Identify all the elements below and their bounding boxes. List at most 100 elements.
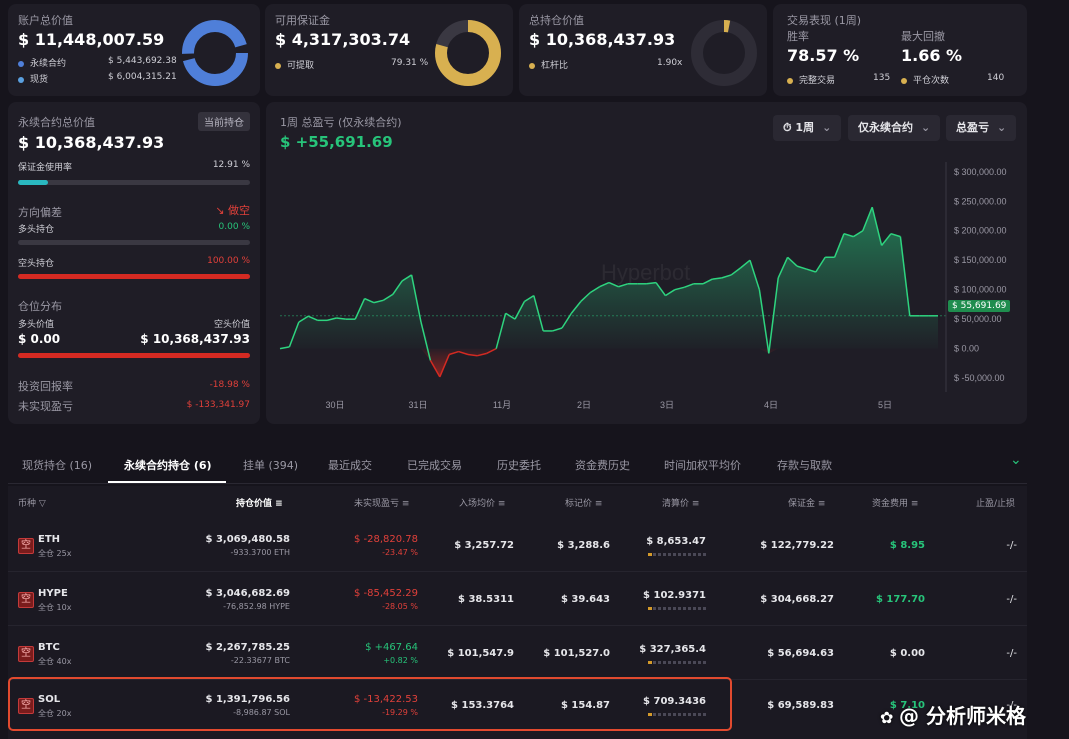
- tpsl-value[interactable]: -/-: [1006, 700, 1017, 711]
- position-value: $ 1,391,796.56: [205, 694, 290, 705]
- margin-value: $ 69,589.83: [767, 700, 834, 711]
- upnl-pct: -19.29 %: [382, 708, 418, 717]
- sort-icon: ≡: [399, 499, 410, 509]
- col-mark[interactable]: 标记价 ≡: [565, 499, 603, 509]
- coin-name[interactable]: HYPE: [38, 588, 68, 599]
- sort-icon: ≡: [495, 499, 506, 509]
- x-tick-label: 31日: [408, 400, 427, 410]
- tpsl-value[interactable]: -/-: [1006, 540, 1017, 551]
- tab-deposits-withdrawals[interactable]: 存款与取款: [777, 459, 832, 472]
- col-liq[interactable]: 清算价 ≡: [662, 499, 700, 509]
- col-value[interactable]: 持仓价值 ≡: [236, 499, 283, 509]
- total-position-label: 总持仓价值: [529, 14, 584, 27]
- col-tpsl: 止盈/止损: [976, 499, 1016, 509]
- entry-price: $ 101,547.9: [447, 648, 514, 659]
- tab-funding-history[interactable]: 资金费历史: [575, 459, 630, 472]
- tab-perp-positions[interactable]: 永续合约持仓 (6): [124, 459, 212, 472]
- margin-value: $ 304,668.27: [760, 594, 834, 605]
- account-total-value: $ 11,448,007.59: [18, 30, 165, 49]
- col-margin[interactable]: 保证金 ≡: [788, 499, 826, 509]
- pnl-line-segment: [495, 313, 507, 349]
- coin-name[interactable]: SOL: [38, 694, 61, 705]
- completed-trades: 完整交易: [787, 73, 835, 86]
- col-coin[interactable]: 币种 ▽: [18, 499, 46, 509]
- pnl-line-segment: [458, 350, 469, 356]
- sort-icon: ≡: [592, 499, 603, 509]
- tpsl-value[interactable]: -/-: [1006, 648, 1017, 659]
- pnl-line-segment: [674, 286, 685, 291]
- pnl-line-segment: [288, 321, 300, 348]
- margin-value: $ 122,779.22: [760, 540, 834, 551]
- withdrawable-item: 可提取: [275, 58, 314, 71]
- total-position-value: $ 10,368,437.93: [529, 30, 676, 49]
- tab-spot-positions[interactable]: 现货持仓 (16): [22, 459, 93, 472]
- tab-completed-trades[interactable]: 已完成交易: [407, 459, 462, 472]
- liquidation-distance-bar: [648, 607, 706, 610]
- max-drawdown-value: 1.66 %: [901, 46, 963, 65]
- coin-name[interactable]: BTC: [38, 642, 60, 653]
- col-entry[interactable]: 入场均价 ≡: [459, 499, 506, 509]
- chevron-down-icon: ⌄: [921, 121, 931, 134]
- short-side-tag: 空: [18, 698, 34, 714]
- x-tick-label: 11月: [493, 400, 511, 410]
- entry-price: $ 38.5311: [458, 594, 514, 605]
- short-val-label: 空头价值: [213, 320, 250, 330]
- pnl-chart-value: $ +55,691.69: [280, 133, 393, 151]
- margin-donut-chart: [435, 20, 501, 86]
- trend-down-icon: ↘: [215, 204, 228, 217]
- tpsl-value[interactable]: -/-: [1006, 594, 1017, 605]
- perp-panel: 永续合约总价值 当前持仓 $ 10,368,437.93 保证金使用率 12.9…: [8, 102, 260, 424]
- col-funding[interactable]: 资金费用 ≡: [872, 499, 919, 509]
- tab-twap[interactable]: 时间加权平均价: [664, 459, 741, 472]
- legend-dot-icon: [901, 77, 907, 84]
- row-divider: [8, 679, 1027, 680]
- y-tick-label: $ 0.00: [954, 344, 979, 354]
- margin-usage-fill: [18, 180, 48, 185]
- tab-order-history[interactable]: 历史委托: [497, 459, 541, 472]
- margin-usage-value: 12.91 %: [212, 160, 250, 170]
- pnl-line-segment: [890, 232, 901, 238]
- upnl-value: $ -85,452.29: [353, 588, 418, 599]
- funding-value: $ 7.10: [889, 700, 925, 711]
- pnl-line-segment: [833, 233, 845, 258]
- tab-recent-fills[interactable]: 最近成交: [328, 459, 372, 472]
- bias-label: 方向偏差: [18, 206, 62, 219]
- scope-dropdown[interactable]: 仅永续合约 ⌄: [848, 115, 941, 141]
- upnl-value: $ +467.64: [365, 642, 418, 653]
- pnl-line-segment: [881, 233, 892, 246]
- pnl-line-segment: [552, 327, 563, 332]
- tab-open-orders[interactable]: 挂单 (394): [243, 459, 299, 472]
- col-upnl[interactable]: 未实现盈亏 ≡: [354, 499, 410, 509]
- legend-dot-icon: [787, 77, 793, 84]
- mark-price: $ 101,527.0: [543, 648, 610, 659]
- current-position-badge[interactable]: 当前持仓: [198, 112, 250, 131]
- account-donut-chart: [182, 20, 248, 86]
- leverage-item: 杠杆比: [529, 58, 568, 71]
- pnl-line-segment: [514, 301, 526, 320]
- position-value: $ 3,046,682.69: [205, 588, 290, 599]
- metric-dropdown[interactable]: 总盈亏 ⌄: [946, 115, 1017, 141]
- liquidation-price: $ 327,365.4: [639, 644, 706, 655]
- upnl-value: $ -13,422.53: [353, 694, 418, 705]
- pnl-line-segment: [373, 299, 384, 304]
- row-divider: [8, 625, 1027, 626]
- mark-price: $ 39.643: [560, 594, 610, 605]
- coin-name[interactable]: ETH: [38, 534, 61, 545]
- wechat-icon: ✿: [880, 708, 899, 727]
- position-value: $ 2,267,785.25: [205, 642, 290, 653]
- x-tick-label: 3日: [660, 400, 674, 410]
- win-rate-label: 胜率: [787, 30, 809, 43]
- position-size: -22.33677 BTC: [230, 656, 290, 665]
- short-label: 空头持仓: [18, 259, 55, 269]
- pnl-line-segment: [871, 206, 883, 246]
- upnl-label: 未实现盈亏: [18, 400, 73, 413]
- pnl-line-segment: [712, 277, 722, 280]
- pnl-line-segment: [326, 317, 337, 322]
- pnl-negative-area: [280, 348, 938, 377]
- pnl-line-segment: [796, 265, 807, 270]
- collapse-chevron-icon[interactable]: ⌄: [1010, 452, 1022, 468]
- mark-price: $ 154.87: [560, 700, 610, 711]
- period-dropdown[interactable]: ⏱ 1周 ⌄: [773, 115, 842, 141]
- funding-value: $ 0.00: [889, 648, 925, 659]
- pnl-line-segment: [420, 321, 432, 361]
